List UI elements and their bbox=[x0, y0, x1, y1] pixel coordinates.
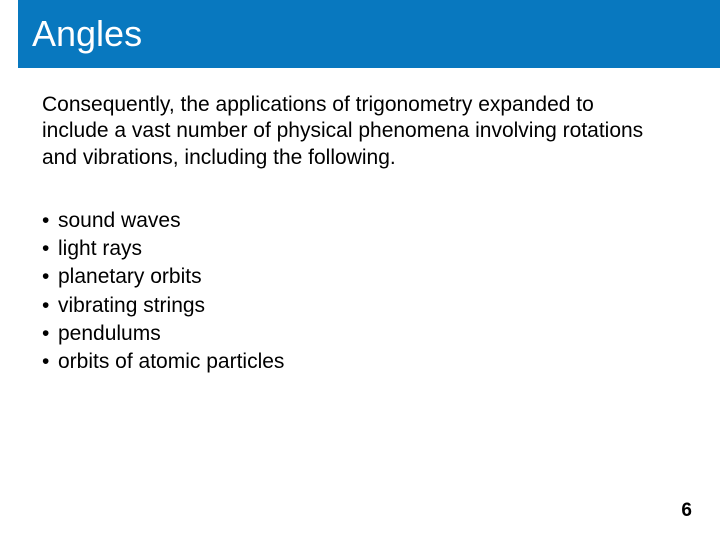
intro-paragraph: Consequently, the applications of trigon… bbox=[42, 92, 662, 171]
list-item: sound waves bbox=[42, 207, 662, 235]
body-content: Consequently, the applications of trigon… bbox=[42, 92, 662, 377]
bullet-list: sound waves light rays planetary orbits … bbox=[42, 207, 662, 377]
list-item: orbits of atomic particles bbox=[42, 348, 662, 376]
title-bar: Angles bbox=[18, 0, 720, 68]
list-item: light rays bbox=[42, 235, 662, 263]
page-number: 6 bbox=[681, 500, 692, 522]
slide-title: Angles bbox=[32, 13, 142, 55]
list-item: planetary orbits bbox=[42, 263, 662, 291]
slide: Angles Consequently, the applications of… bbox=[0, 0, 720, 540]
list-item: vibrating strings bbox=[42, 292, 662, 320]
list-item: pendulums bbox=[42, 320, 662, 348]
